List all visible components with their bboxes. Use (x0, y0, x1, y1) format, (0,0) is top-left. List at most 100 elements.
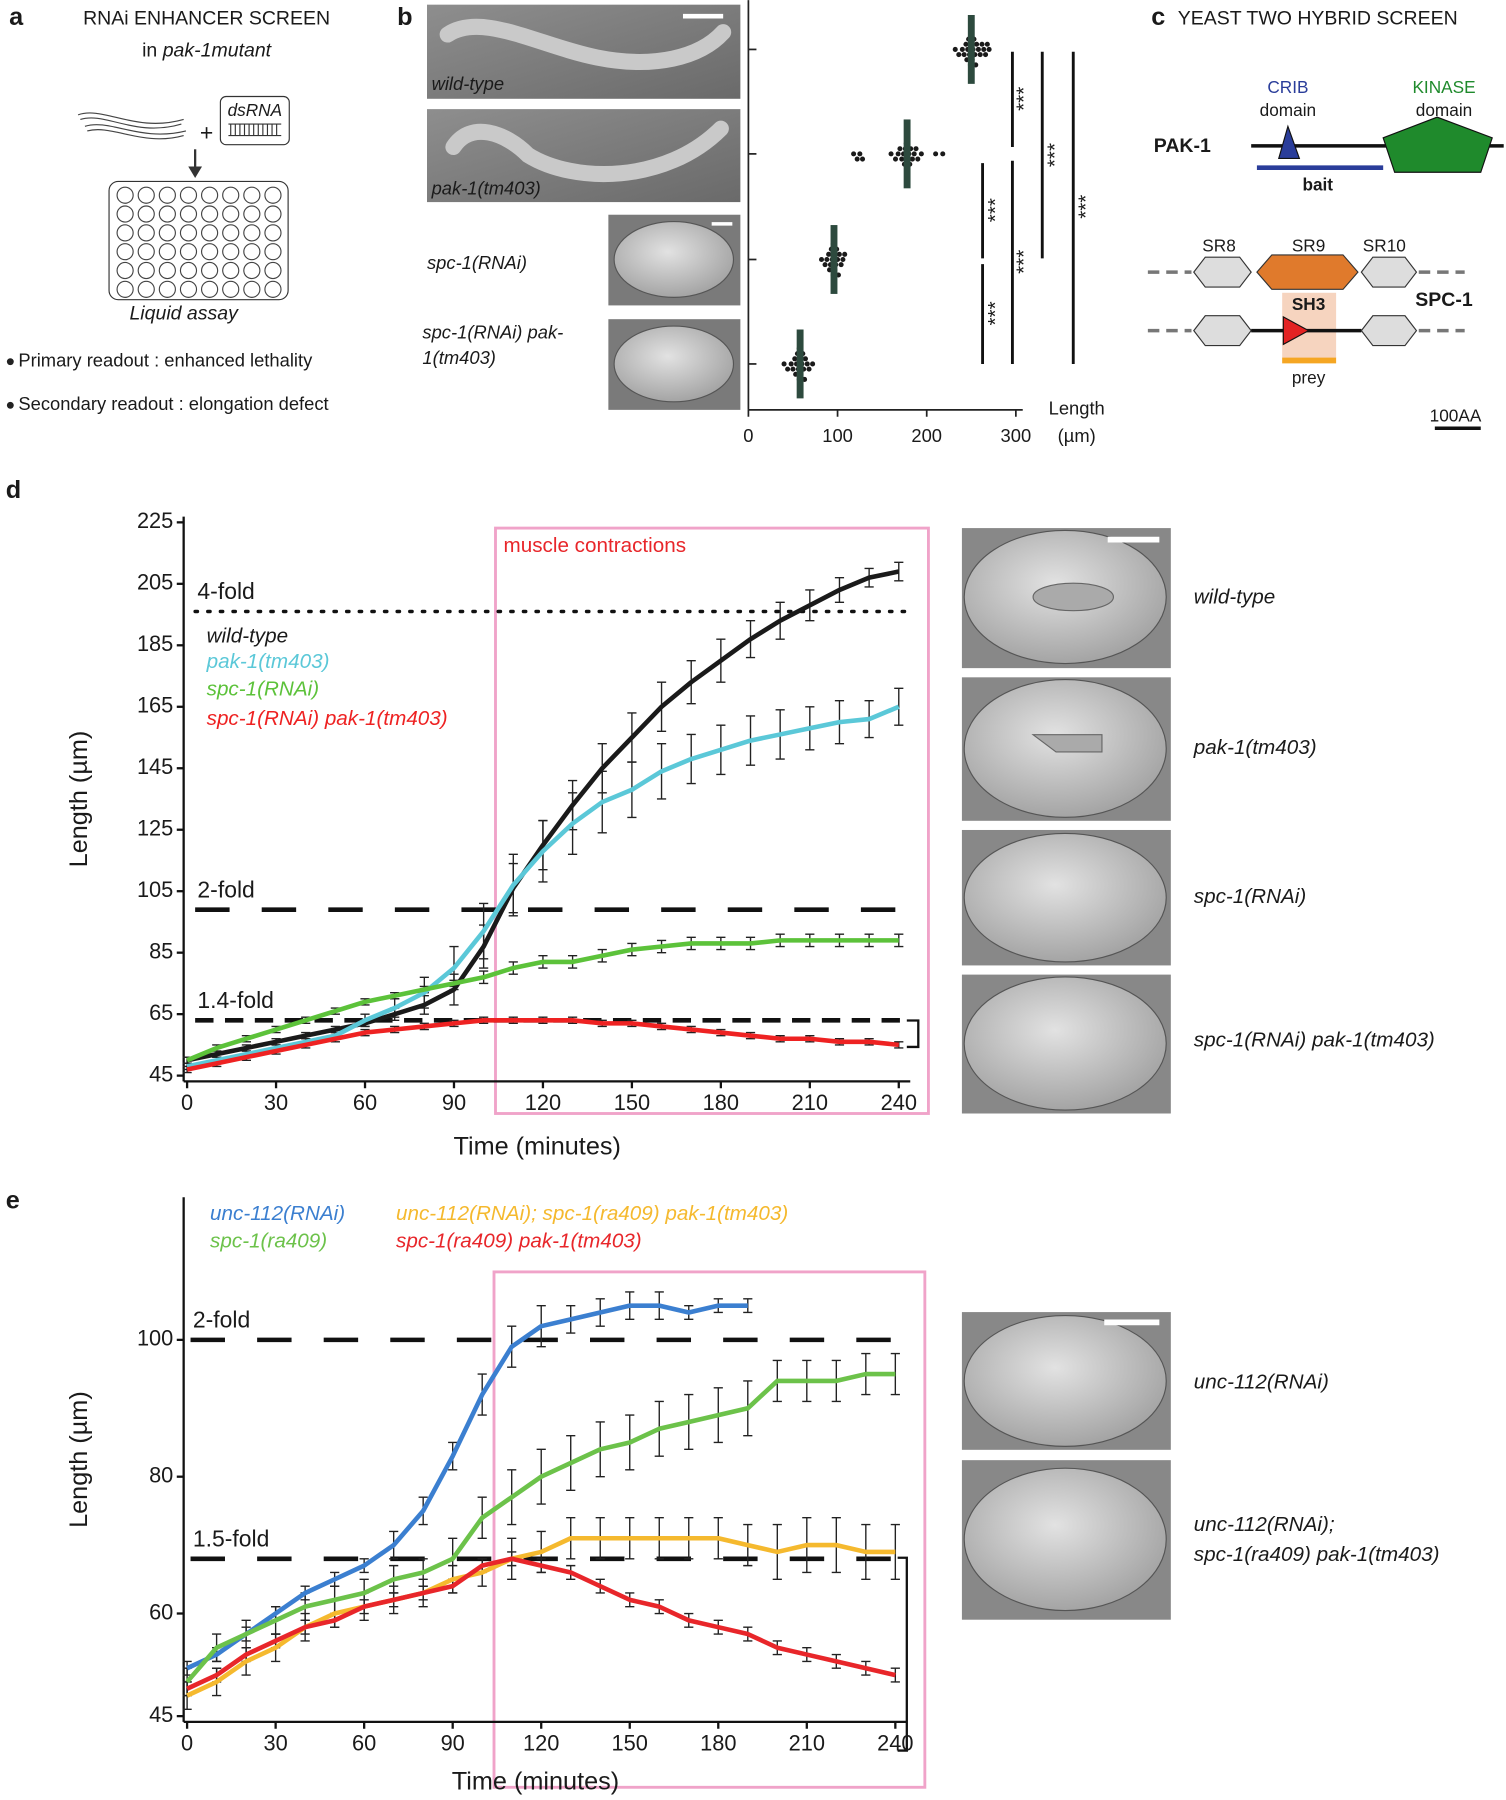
series-line (186, 1018, 900, 1072)
dot (986, 46, 992, 52)
embryo-image (963, 976, 1167, 1111)
y-tick-label: 60 (149, 1599, 173, 1624)
well (222, 205, 240, 223)
panel-d-images (961, 528, 1171, 1114)
worm-outline (80, 117, 182, 129)
significance-label: *** (1074, 195, 1097, 219)
x-tick-label: 60 (353, 1090, 377, 1115)
well (264, 261, 282, 280)
y-tick-label: 45 (149, 1702, 173, 1727)
panel-c-title: YEAST TWO HYBRID SCREEN (1178, 8, 1458, 30)
sh3-domain (1282, 315, 1310, 346)
embryo-image (963, 1467, 1167, 1612)
dot (961, 52, 967, 58)
panel-a-subtitle: in pak-1mutant (142, 40, 273, 62)
reference-label: 1.4-fold (197, 987, 274, 1013)
dot (933, 151, 939, 157)
crib-label: CRIB (1267, 77, 1308, 97)
x-tick-label: 210 (792, 1090, 828, 1115)
y-tick-label: 145 (137, 754, 173, 779)
x-tick-label: 150 (614, 1090, 650, 1115)
well (158, 224, 176, 242)
series-line (186, 938, 899, 1063)
well (116, 205, 134, 223)
significance-label: *** (984, 198, 1007, 222)
x-tick-label: 60 (352, 1731, 376, 1756)
well (200, 243, 219, 261)
panel-label: a (9, 3, 24, 31)
dot (913, 146, 919, 152)
y-tick-label: 100 (137, 1326, 173, 1351)
legend-entry: unc-112(RNAi); spc-1(ra409) pak-1(tm403) (396, 1202, 788, 1225)
reference-label: 1.5-fold (193, 1525, 270, 1551)
category-label: wild-type (432, 73, 504, 94)
well (179, 186, 198, 204)
well (200, 224, 219, 242)
series-line (186, 1556, 896, 1691)
reference-label: 4-fold (197, 578, 254, 604)
well (243, 186, 261, 204)
panel-label: b (397, 3, 412, 31)
well (179, 243, 198, 261)
well (116, 186, 134, 204)
well (179, 280, 198, 298)
y-axis-title: Length (µm) (65, 731, 93, 868)
dot (785, 366, 791, 372)
dot (836, 251, 842, 257)
well (116, 280, 134, 298)
well (222, 280, 240, 298)
mean-bar (796, 329, 804, 399)
x-tick-label: 100 (822, 425, 853, 446)
dot (781, 361, 787, 367)
scale-label: 100AA (1430, 405, 1482, 425)
panel-a: RNAi ENHANCER SCREEN in pak-1mutant + ds… (6, 8, 330, 414)
significance-label: *** (1012, 87, 1035, 111)
significance-label: *** (1043, 143, 1066, 167)
mean-bar (830, 225, 838, 294)
well (137, 243, 155, 261)
dot (822, 262, 828, 268)
well (116, 243, 134, 261)
y-tick-label: 165 (137, 693, 173, 718)
well (243, 224, 261, 242)
x-axis-title: Time (minutes) (453, 1133, 620, 1161)
well (200, 186, 219, 204)
image-label: spc-1(RNAi) (1194, 885, 1306, 908)
worm-outline (87, 129, 184, 140)
bullet (6, 401, 14, 409)
image-label: spc-1(RNAi) pak-1(tm403) (1194, 1029, 1435, 1052)
dot (840, 256, 846, 263)
subtitle-prefix: in (142, 40, 157, 62)
repeat-label: SR9 (1292, 235, 1325, 255)
image-label: unc-112(RNAi); (1194, 1513, 1335, 1536)
panel-label: e (6, 1187, 20, 1215)
panel-label: d (6, 476, 21, 504)
readout: Secondary readout : elongation defect (18, 393, 328, 414)
kinase-domain-label: domain (1416, 100, 1472, 120)
plus-sign: + (200, 119, 213, 145)
well (264, 186, 282, 204)
panel-e-images (961, 1312, 1171, 1620)
dot (857, 151, 863, 157)
well (158, 186, 176, 204)
dot (851, 151, 857, 157)
worm-image (445, 120, 729, 183)
x-tick-label: 200 (911, 425, 942, 446)
region-label: muscle contractions (504, 534, 687, 557)
y-tick-label: 85 (149, 938, 173, 963)
panel-a-title: RNAi ENHANCER SCREEN (83, 8, 330, 30)
repeat-label: SR10 (1363, 235, 1406, 255)
spectrin-repeat-sr9 (1256, 254, 1359, 290)
panel-b-images (427, 4, 741, 410)
well (264, 280, 282, 298)
panel-label: c (1151, 3, 1165, 31)
series-line (186, 1303, 748, 1671)
x-tick-label: 90 (441, 1731, 465, 1756)
series-line (186, 569, 900, 1063)
well (179, 224, 198, 242)
bait-label: bait (1302, 175, 1333, 195)
category-label: spc-1(RNAi) (427, 252, 527, 273)
dot (792, 356, 798, 362)
